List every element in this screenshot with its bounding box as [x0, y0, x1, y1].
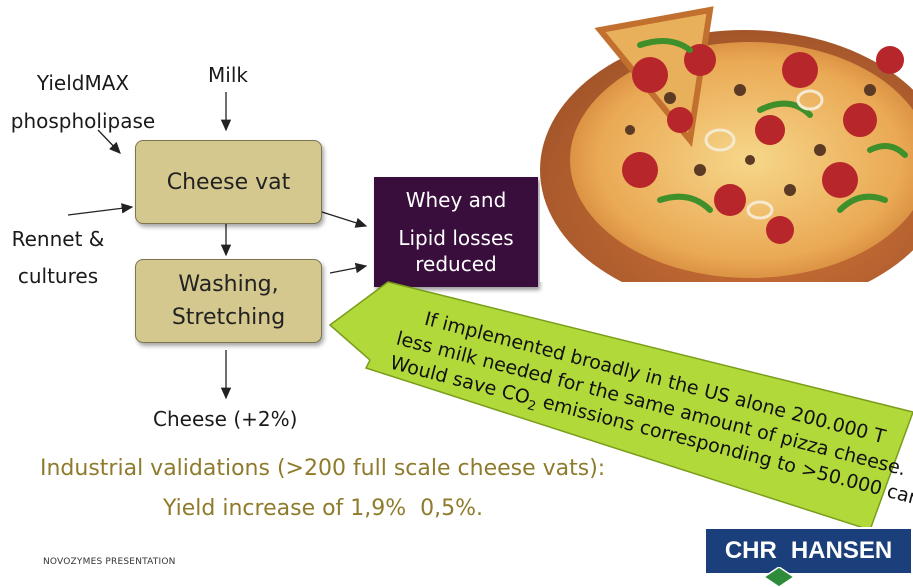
yieldmax-line1: YieldMAX — [36, 71, 130, 95]
yieldmax-line2: phospholipase — [10, 109, 156, 133]
validation-line1: Industrial validations (>200 full scale … — [40, 456, 606, 481]
arrow-yieldmax-to-vat — [97, 129, 121, 154]
cheese-vat-box: Cheese vat — [135, 140, 322, 224]
pizza-image — [540, 0, 913, 282]
washing-label: Washing, — [178, 272, 279, 297]
chr-hansen-logo: CHR HANSEN — [704, 527, 913, 587]
logo-banner: CHR HANSEN — [704, 527, 913, 575]
validation-line2: Yield increase of 1,9% 0,5%. — [163, 496, 484, 521]
cheese-output-label: Cheese (+2%) — [153, 407, 298, 431]
logo-right-text: HANSEN — [790, 537, 893, 564]
yieldmax-label: YieldMAX phospholipase — [8, 64, 158, 140]
milk-label: Milk — [208, 63, 248, 87]
whey-line2: Lipid losses — [398, 226, 514, 250]
arrow-vat-to-whey — [321, 211, 368, 228]
arrow-rennet-to-vat — [67, 203, 134, 216]
washing-stretching-box: Washing, Stretching — [135, 259, 322, 343]
whey-line3: reduced — [415, 252, 497, 276]
logo-diamond-icon — [764, 567, 794, 587]
rennet-line1: Rennet & — [11, 227, 105, 251]
rennet-label: Rennet & cultures — [6, 221, 110, 295]
logo-left-text: CHR — [724, 537, 777, 564]
whey-line1: Whey and — [405, 188, 507, 212]
cheese-vat-label: Cheese vat — [166, 169, 291, 195]
arrow-washing-to-whey — [329, 262, 368, 274]
whey-lipid-box: Whey and Lipid losses reduced — [374, 177, 538, 287]
rennet-line2: cultures — [17, 264, 99, 288]
footer-presentation: NOVOZYMES PRESENTATION — [43, 557, 176, 567]
stretching-label: Stretching — [171, 305, 286, 330]
